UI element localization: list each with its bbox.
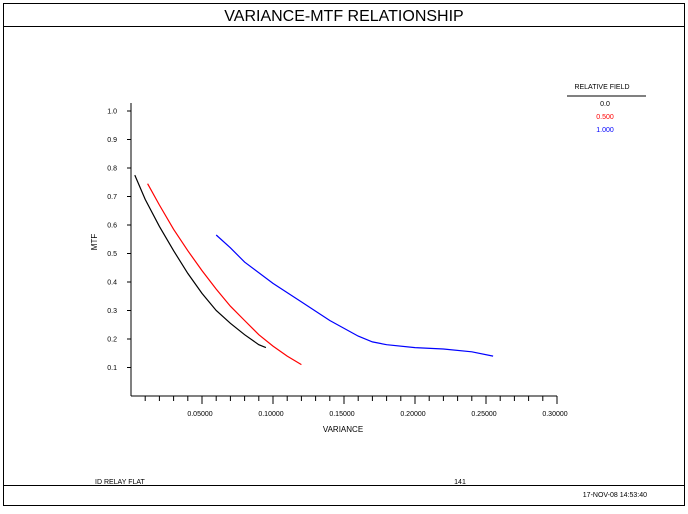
y-tick-label: 0.5 [107, 251, 117, 258]
y-tick-label: 1.0 [107, 109, 117, 116]
x-axis-label: VARIANCE [323, 425, 363, 434]
series-line-2 [215, 234, 494, 357]
x-tick-label: 0.10000 [258, 411, 283, 418]
series-line-0 [134, 174, 267, 349]
x-tick-label: 0.15000 [329, 411, 354, 418]
x-tick-label: 0.20000 [400, 411, 425, 418]
x-tick-label: 0.30000 [542, 411, 567, 418]
series-group [134, 174, 494, 366]
y-tick-label: 0.6 [107, 223, 117, 230]
y-tick-label: 0.7 [107, 194, 117, 201]
y-tick-label: 0.9 [107, 137, 117, 144]
legend: RELATIVE FIELD 0.0 0.500 1.000 [567, 84, 646, 134]
x-tick-label: 0.05000 [187, 411, 212, 418]
outer-border [3, 3, 685, 506]
chart-title: VARIANCE-MTF RELATIONSHIP [224, 8, 463, 25]
y-tick-label: 0.3 [107, 308, 117, 315]
series-line-1 [147, 183, 302, 366]
footer-timestamp: 17-NOV-08 14:53:40 [583, 492, 647, 499]
legend-entries: 0.0 0.500 1.000 [596, 101, 614, 134]
y-axis-ticks: 0.1 0.2 0.3 0.4 0.5 0.6 0.7 0.8 0.9 1.0 [107, 109, 131, 372]
y-tick-label: 0.1 [107, 365, 117, 372]
y-axis-label: MTF [90, 234, 99, 251]
y-tick-label: 0.2 [107, 337, 117, 344]
x-tick-label: 0.25000 [471, 411, 496, 418]
legend-entry-2: 1.000 [596, 127, 614, 134]
footer-center-text: 141 [454, 479, 466, 486]
legend-entry-1: 0.500 [596, 114, 614, 121]
footer-left-text: ID RELAY FLAT [95, 479, 146, 486]
x-axis-ticks: 0.05000 0.10000 0.15000 0.20000 0.25000 0.300… [144, 396, 568, 418]
y-tick-label: 0.8 [107, 166, 117, 173]
legend-entry-0: 0.0 [600, 101, 610, 108]
legend-title: RELATIVE FIELD [574, 84, 629, 91]
y-tick-label: 0.4 [107, 280, 117, 287]
